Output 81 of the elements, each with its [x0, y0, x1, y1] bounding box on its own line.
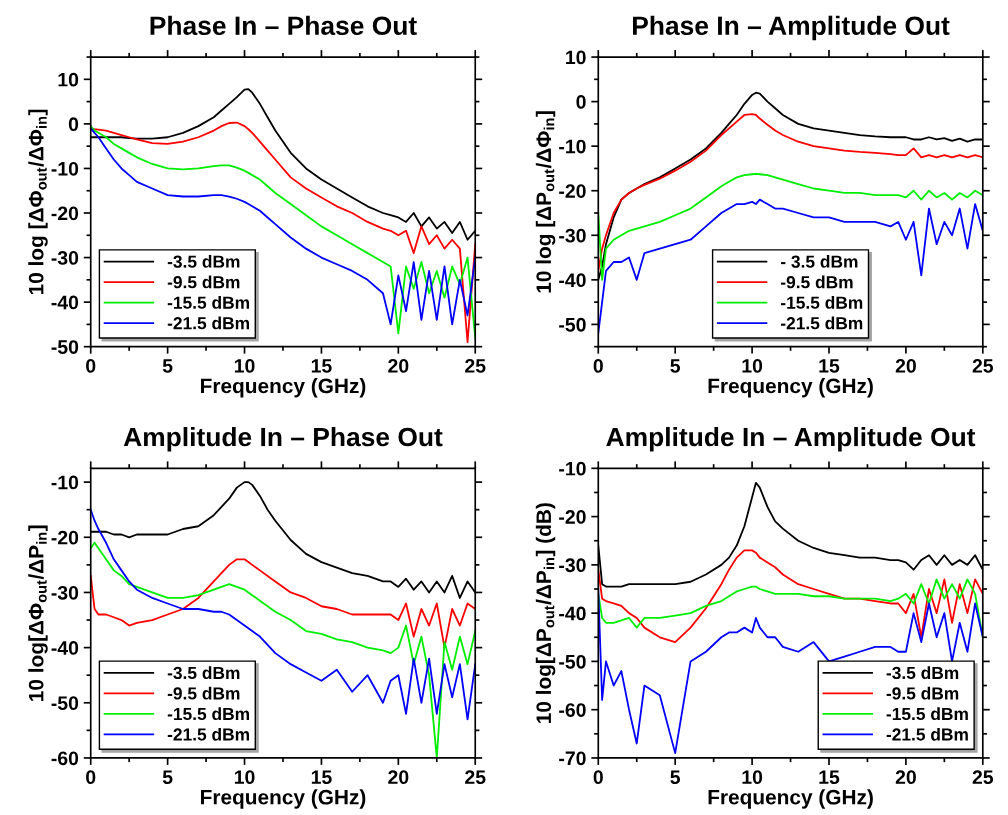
x-tick-label: 15 [819, 359, 840, 373]
y-tick-label: -30 [51, 585, 79, 600]
legend-label: -21.5 dBm [167, 316, 250, 330]
y-tick-label: -20 [51, 206, 79, 221]
x-tick-label: 10 [742, 359, 763, 373]
y-tick-label: -40 [559, 606, 586, 621]
x-tick-label: 20 [895, 770, 916, 785]
y-tick-label: -70 [559, 751, 586, 766]
x-tick-label: 20 [388, 770, 409, 785]
y-tick-label: -30 [559, 558, 586, 573]
legend-label: -21.5 dBm [167, 727, 250, 741]
y-tick-label: -10 [559, 461, 586, 476]
x-tick-label: 5 [162, 359, 173, 373]
y-tick-label: -50 [51, 340, 79, 354]
x-tick-label: 0 [593, 770, 603, 785]
x-tick-label: 20 [895, 359, 916, 373]
x-tick-label: 20 [388, 359, 409, 373]
y-tick-label: -20 [559, 184, 586, 198]
y-axis-title: 10 log [ΔΦ$_{out}$/ΔΦ$_{in}$] [28, 109, 48, 295]
legend-label: -15.5 dBm [780, 296, 863, 309]
legend-label: -3.5 dBm [886, 666, 959, 680]
legend-label: -9.5 dBm [886, 686, 959, 700]
x-tick-label: 15 [311, 359, 332, 373]
y-tick-label: -30 [559, 228, 586, 243]
y-tick-label: -40 [51, 641, 79, 655]
chart-title: Phase In – Phase Out [150, 15, 417, 36]
x-tick-label: 10 [234, 770, 255, 785]
y-tick-label: -40 [51, 295, 79, 310]
y-tick-label: 0 [68, 117, 79, 132]
y-tick-label: -20 [51, 530, 79, 545]
x-tick-label: 0 [593, 359, 603, 373]
x-axis-title: Frequency (GHz) [708, 378, 873, 398]
y-axis-title: 10 log [ΔP$_{out}$/ΔΦ$_{in}$] [535, 111, 556, 293]
chart-title: Amplitude In – Amplitude Out [606, 426, 976, 452]
y-tick-label: -40 [559, 273, 586, 288]
legend-label: -15.5 dBm [167, 707, 250, 721]
x-axis-title: Frequency (GHz) [201, 378, 366, 398]
y-tick-label: 10 [58, 72, 79, 87]
y-tick-label: 10 [566, 50, 586, 65]
legend-label: - 3.5 dBm [780, 255, 858, 268]
line-series [598, 113, 983, 272]
x-tick-label: 0 [86, 770, 96, 785]
legend-label: -9.5 dBm [167, 275, 240, 289]
legend-label: -9.5 dBm [780, 275, 853, 289]
chart-title: Amplitude In – Phase Out [123, 426, 443, 452]
y-axis-title: 10 log[ΔP$_{out}$/ΔP$_{in}$] (dB) [535, 503, 556, 723]
x-tick-label: 10 [742, 770, 763, 785]
x-axis-title: Frequency (GHz) [708, 789, 873, 809]
x-tick-label: 25 [465, 770, 486, 785]
y-tick-label: 0 [576, 95, 586, 109]
x-tick-label: 15 [819, 770, 840, 785]
chart-title: Phase In – Amplitude Out [632, 15, 950, 41]
legend-label: -3.5 dBm [167, 255, 240, 268]
x-tick-label: 5 [670, 770, 681, 785]
x-tick-label: 10 [234, 359, 255, 373]
y-tick-label: -50 [51, 696, 79, 711]
x-tick-label: 5 [670, 359, 681, 373]
legend-label: -15.5 dBm [886, 707, 968, 721]
legend-label: -3.5 dBm [167, 666, 240, 680]
legend-label: -21.5 dBm [886, 727, 968, 741]
y-tick-label: -50 [559, 317, 586, 332]
y-tick-label: -20 [559, 510, 586, 524]
x-axis-title: Frequency (GHz) [201, 789, 366, 809]
y-tick-label: -50 [559, 654, 586, 669]
y-tick-label: -10 [559, 139, 586, 154]
y-tick-label: -10 [51, 161, 79, 176]
x-tick-label: 25 [972, 359, 994, 373]
x-tick-label: 5 [162, 770, 173, 785]
legend-label: -21.5 dBm [780, 316, 863, 330]
y-tick-label: -60 [51, 751, 79, 766]
x-tick-label: 15 [311, 770, 332, 785]
y-tick-label: -30 [51, 251, 79, 265]
legend-label: -9.5 dBm [167, 686, 240, 700]
x-tick-label: 25 [972, 770, 994, 785]
line-series [598, 549, 983, 644]
y-tick-label: -10 [51, 475, 79, 490]
x-tick-label: 0 [86, 359, 96, 373]
x-tick-label: 25 [465, 359, 486, 373]
y-tick-label: -60 [559, 703, 586, 717]
y-axis-title: 10 log[ΔΦ$_{out}$/ΔP$_{in}$] [28, 525, 48, 701]
legend-label: -15.5 dBm [167, 296, 250, 309]
